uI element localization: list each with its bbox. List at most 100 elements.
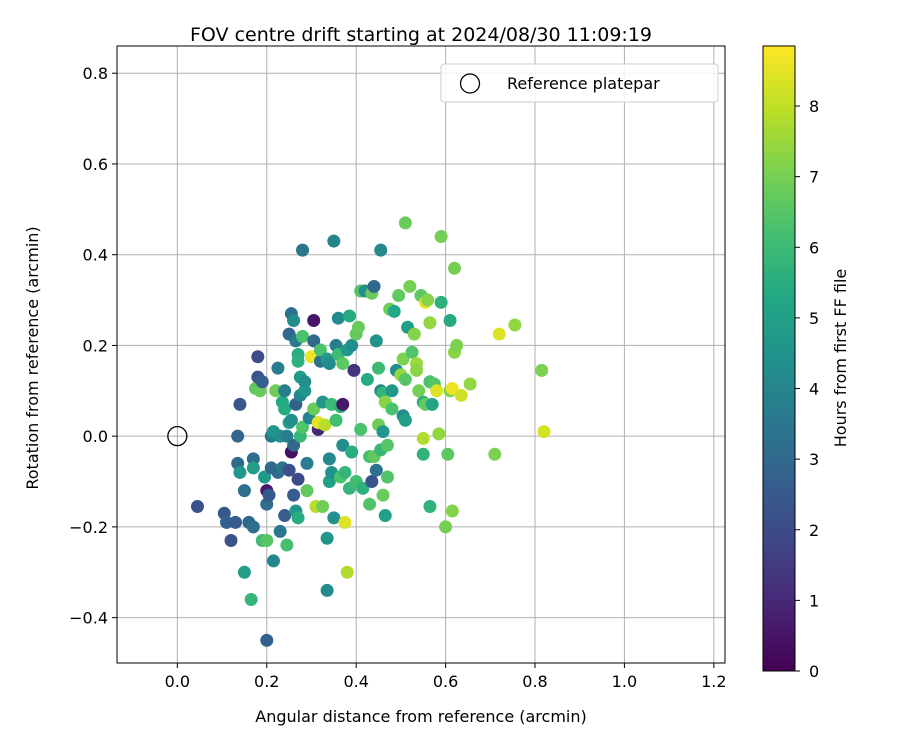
x-axis-label: Angular distance from reference (arcmin) xyxy=(255,707,586,726)
data-point xyxy=(296,243,310,257)
data-point xyxy=(376,425,390,439)
data-point xyxy=(398,413,412,427)
data-points xyxy=(190,216,551,647)
data-point xyxy=(336,438,350,452)
data-point xyxy=(271,361,285,375)
data-point xyxy=(331,311,345,325)
data-point xyxy=(327,511,341,525)
data-point xyxy=(367,279,381,293)
data-point xyxy=(280,538,294,552)
colorbar-tick-label: 2 xyxy=(809,521,819,540)
data-point xyxy=(300,456,314,470)
data-point xyxy=(445,504,459,518)
data-point xyxy=(392,289,406,303)
data-point xyxy=(287,438,301,452)
y-tick-label: 0.4 xyxy=(83,246,108,265)
data-point xyxy=(336,397,350,411)
data-point xyxy=(336,357,350,371)
colorbar-gradient xyxy=(762,45,796,672)
data-point xyxy=(233,465,247,479)
colorbar-tick-label: 6 xyxy=(809,238,819,257)
colorbar-tick-label: 1 xyxy=(809,591,819,610)
data-point xyxy=(405,345,419,359)
data-point xyxy=(251,350,265,364)
data-point xyxy=(278,384,292,398)
colorbar-tick-label: 8 xyxy=(809,97,819,116)
data-point xyxy=(190,499,204,513)
data-point xyxy=(345,445,359,459)
data-point xyxy=(313,343,327,357)
data-point xyxy=(445,382,459,396)
data-point xyxy=(287,313,301,327)
data-point xyxy=(258,470,272,484)
data-point xyxy=(463,377,477,391)
colorbar-ticks: 0 1 2 3 4 5 6 7 8 xyxy=(795,97,819,681)
data-point xyxy=(376,488,390,502)
data-point xyxy=(448,261,462,275)
data-point xyxy=(398,216,412,230)
reference-platepar-marker xyxy=(167,426,188,447)
colorbar-tick-label: 7 xyxy=(809,168,819,187)
data-point xyxy=(318,418,332,432)
data-point xyxy=(488,447,502,461)
y-tick-label: 0.2 xyxy=(83,336,108,355)
legend-box xyxy=(440,63,719,103)
data-point xyxy=(421,293,435,307)
data-point xyxy=(454,388,468,402)
data-point xyxy=(269,384,283,398)
colorbar-label: Hours from first FF file xyxy=(831,269,850,448)
data-point xyxy=(307,402,321,416)
data-point xyxy=(535,363,549,377)
data-point xyxy=(369,334,383,348)
data-point xyxy=(403,279,417,293)
data-point xyxy=(441,447,455,461)
data-point xyxy=(434,230,448,244)
data-point xyxy=(372,361,386,375)
x-tick-label: 0.8 xyxy=(522,672,547,691)
data-point xyxy=(434,295,448,309)
data-point xyxy=(320,531,334,545)
data-point xyxy=(296,329,310,343)
x-tick-label: 0.6 xyxy=(433,672,458,691)
data-point xyxy=(412,384,426,398)
data-point xyxy=(329,413,343,427)
y-tick-label: 0.8 xyxy=(83,64,108,83)
data-point xyxy=(220,515,234,529)
colorbar-tick-label: 4 xyxy=(809,380,819,399)
data-point xyxy=(291,472,305,486)
data-point xyxy=(224,534,238,548)
data-point xyxy=(322,357,336,371)
data-point xyxy=(416,431,430,445)
data-point xyxy=(260,534,274,548)
data-point xyxy=(396,352,410,366)
colorbar-tick-label: 0 xyxy=(809,662,819,681)
data-point xyxy=(492,327,506,341)
data-point xyxy=(262,488,276,502)
data-point xyxy=(365,475,379,489)
data-point xyxy=(354,422,368,436)
data-point xyxy=(425,397,439,411)
data-point xyxy=(432,427,446,441)
colorbar: 0 1 2 3 4 5 6 7 8 Hours from first FF file xyxy=(762,45,850,681)
data-point xyxy=(322,452,336,466)
y-tick-label: 0.0 xyxy=(83,427,108,446)
data-point xyxy=(410,363,424,377)
data-point xyxy=(237,484,251,498)
data-point xyxy=(439,520,453,534)
data-point xyxy=(228,515,242,529)
data-point xyxy=(443,313,457,327)
data-point xyxy=(320,583,334,597)
data-point xyxy=(360,372,374,386)
data-point xyxy=(260,633,274,647)
plot-frame xyxy=(116,45,726,664)
x-tick-label: 0.4 xyxy=(343,672,368,691)
data-point xyxy=(380,438,394,452)
data-point xyxy=(255,375,269,389)
data-point xyxy=(380,470,394,484)
x-axis-ticks: 0.0 0.2 0.4 0.6 0.8 1.0 1.2 xyxy=(165,663,727,691)
data-point xyxy=(246,520,260,534)
y-tick-label: −0.4 xyxy=(69,609,108,628)
data-point xyxy=(345,338,359,352)
legend-label: Reference platepar xyxy=(507,74,660,93)
